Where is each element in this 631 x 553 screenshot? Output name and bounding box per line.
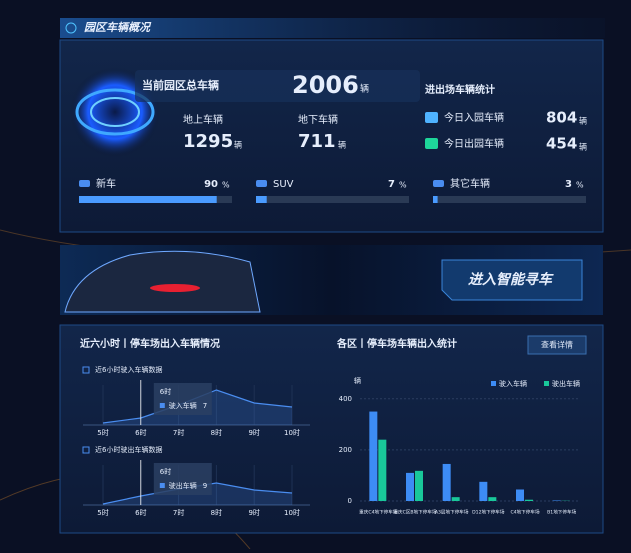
tooltip-value: 9	[203, 482, 207, 490]
share-name: 其它车辆	[450, 177, 490, 190]
tooltip-name: 驶出车辆	[169, 481, 197, 490]
x-tick-label: 重庆C4地下停车场	[359, 509, 398, 516]
tooltip-name: 驶入车辆	[169, 401, 197, 410]
unit: 辆	[360, 83, 369, 95]
share-name: SUV	[273, 179, 294, 190]
tooltip-icon	[160, 403, 165, 408]
x-tick-label: 重庆C区B地下停车场	[393, 509, 437, 516]
bar	[516, 490, 524, 502]
x-tick-label: 6时	[135, 508, 146, 517]
below-label: 地下车辆	[298, 113, 338, 126]
share-bar	[256, 196, 267, 203]
x-tick-label: 10时	[284, 508, 300, 517]
detail-button-label: 查看详情	[541, 340, 573, 350]
out-label: 今日出园车辆	[444, 137, 504, 150]
bar	[452, 497, 460, 501]
x-tick-label: 7时	[173, 428, 184, 437]
above-value: 1295	[183, 131, 233, 152]
unit: 辆	[579, 116, 587, 126]
bar	[553, 500, 561, 501]
trend-title: 近六小时丨停车场出入车辆情况	[80, 337, 220, 350]
chart-subtitle: 近6小时驶出车辆数据	[95, 445, 162, 454]
flow-title: 进出场车辆统计	[425, 83, 495, 96]
share-unit: %	[222, 181, 230, 190]
total-label: 当前园区总车辆	[142, 78, 219, 92]
x-tick-label: 7时	[173, 508, 184, 517]
share-unit: %	[576, 181, 584, 190]
unit: 辆	[579, 142, 587, 152]
tooltip-value: 7	[203, 402, 207, 410]
bar	[369, 412, 377, 501]
x-tick-label: 9时	[248, 428, 259, 437]
bar	[488, 497, 496, 501]
y-tick-label: 0	[348, 497, 352, 505]
legend-swatch	[544, 381, 549, 386]
x-tick-label: D12地下停车场	[472, 509, 505, 516]
chart-subtitle: 近6小时驶入车辆数据	[95, 365, 162, 374]
bar	[406, 473, 414, 501]
x-tick-label: C4地下停车场	[510, 509, 540, 516]
unit: 辆	[234, 140, 242, 150]
chart-title: 各区丨停车场车辆出入统计	[336, 337, 457, 350]
share-track	[433, 196, 586, 203]
bar	[479, 482, 487, 501]
bar	[525, 500, 533, 501]
x-tick-label: 5时	[97, 428, 108, 437]
legend-swatch	[491, 381, 496, 386]
out-icon	[425, 138, 438, 149]
in-label: 今日入园车辆	[444, 111, 504, 124]
banner-button: 进入智能寻车	[468, 271, 554, 288]
legend-label: 驶入车辆	[499, 379, 527, 388]
unit: 辆	[338, 140, 346, 150]
share-bar	[433, 196, 438, 203]
share-value: 3	[565, 179, 572, 190]
above-label: 地上车辆	[183, 113, 223, 126]
share-icon	[433, 180, 444, 187]
y-tick-label: 400	[339, 395, 352, 403]
tooltip-category: 6时	[160, 467, 171, 476]
legend-label: 驶出车辆	[552, 379, 580, 388]
share-icon	[256, 180, 267, 187]
total-value: 2006	[292, 71, 359, 99]
in-icon	[425, 112, 438, 123]
car-light	[150, 284, 200, 292]
x-tick-label: 5时	[97, 508, 108, 517]
tooltip-category: 6时	[160, 387, 171, 396]
bar	[415, 471, 423, 501]
x-tick-label: 6时	[135, 428, 146, 437]
in-value: 804	[546, 109, 577, 127]
below-value: 711	[298, 131, 336, 152]
share-value: 90	[204, 179, 218, 190]
share-name: 新车	[96, 177, 116, 190]
x-tick-label: 10时	[284, 428, 300, 437]
x-tick-label: B1地下停车场	[547, 509, 576, 516]
x-tick-label: A3层地下停车场	[435, 509, 469, 516]
share-unit: %	[399, 181, 407, 190]
x-tick-label: 9时	[248, 508, 259, 517]
bar	[378, 440, 386, 501]
x-tick-label: 8时	[211, 508, 222, 517]
header-title: 园区车辆概况	[84, 21, 152, 34]
x-tick-label: 8时	[211, 428, 222, 437]
out-value: 454	[546, 135, 577, 153]
y-axis-label: 辆	[354, 376, 361, 385]
bar	[443, 464, 451, 501]
share-icon	[79, 180, 90, 187]
tooltip-icon	[160, 483, 165, 488]
share-track	[256, 196, 409, 203]
y-tick-label: 200	[339, 446, 352, 454]
share-bar	[79, 196, 217, 203]
share-value: 7	[388, 179, 395, 190]
